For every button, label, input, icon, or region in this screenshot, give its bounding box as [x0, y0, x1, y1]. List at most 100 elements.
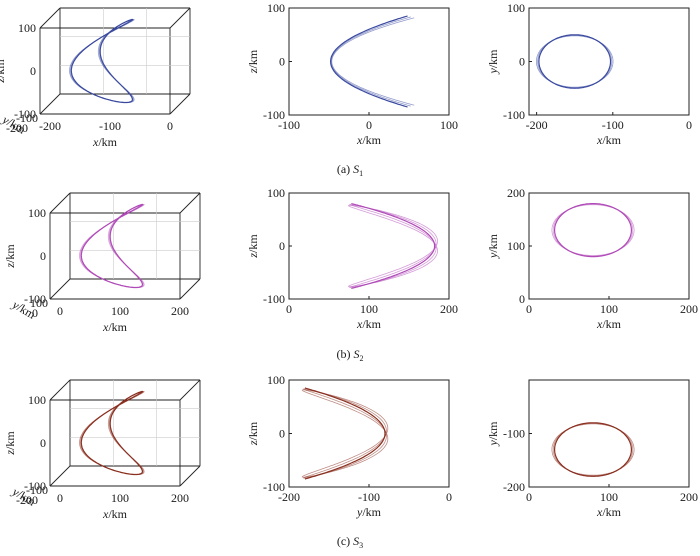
series-line-b-xz-2: [348, 204, 438, 288]
y-tick-label-c-yz-2: -100: [263, 480, 285, 494]
y-axis-label-c-xy: y/km: [486, 421, 500, 447]
y-axis-label-b-xy: y/km: [486, 233, 500, 259]
y-tick-label-b-xz-2: -100: [263, 292, 285, 306]
z-tick-label-c-3d-0: 100: [28, 393, 46, 407]
y-tick-label-b-3d-1: 0: [32, 306, 38, 320]
y-tick-label-c-yz-0: 100: [267, 373, 285, 387]
y-axis-label-c-yz: z/km: [246, 421, 260, 446]
axes-frame-a-xz: [288, 7, 450, 116]
series-line-b-3d-2: [79, 204, 145, 288]
y-tick-label-c-3d-0: -100: [26, 483, 48, 497]
axes-frame-c-yz: [288, 379, 450, 488]
y-tick-label-b-xz-1: 0: [279, 239, 285, 253]
series-line-c-3d-2: [79, 391, 145, 475]
box-edge-b-3d-4: [49, 192, 71, 214]
series-line-a-3d-2: [69, 19, 135, 103]
box-edge-a-3d-5: [169, 7, 191, 29]
x-tick-label-c-xy-2: 200: [680, 490, 698, 504]
x-axis-label-b-xz: x/km: [356, 317, 382, 331]
z-tick-label-c-3d-2: -100: [24, 479, 46, 493]
x-axis-label-a-xz: x/km: [356, 133, 382, 147]
x-axis-label-a-xy: x/km: [596, 133, 622, 147]
y-tick-label-c-3d-1: -200: [16, 493, 38, 507]
series-line-b-xy-0: [554, 203, 632, 258]
series-line-c-xy-0: [554, 422, 632, 477]
y-tick-label-b-xy-2: 0: [519, 292, 525, 306]
x-tick-label-a-xz-0: -100: [278, 118, 300, 132]
series-line-a-3d-0: [70, 18, 133, 104]
z-axis-label-c-3d: z/km: [3, 431, 17, 456]
y-tick-label-b-xz-0: 100: [267, 186, 285, 200]
x-tick-label-c-3d-0: 0: [57, 491, 63, 505]
x-tick-label-c-yz-0: -200: [278, 490, 300, 504]
x-tick-label-b-3d-1: 100: [111, 304, 129, 318]
y-axis-label-a-xz: z/km: [246, 49, 260, 74]
x-tick-label-c-3d-1: 100: [111, 491, 129, 505]
x-tick-label-b-xy-0: 0: [526, 302, 532, 316]
box-edge-a-3d-4: [39, 7, 61, 29]
x-tick-label-b-xy-1: 100: [600, 302, 618, 316]
x-tick-label-b-3d-2: 200: [171, 304, 189, 318]
y-tick-label-a-3d-1: -200: [6, 121, 28, 135]
x-tick-label-b-xz-1: 100: [360, 302, 378, 316]
series-line-b-xz-1: [348, 203, 437, 289]
x-tick-label-c-yz-1: -100: [358, 490, 380, 504]
z-tick-label-b-3d-0: 100: [28, 206, 46, 220]
z-tick-label-b-3d-1: 0: [40, 249, 46, 263]
x-tick-label-c-yz-2: 0: [446, 490, 452, 504]
x-axis-label-c-xy: x/km: [596, 505, 622, 519]
axes-frame-b-xy: [528, 192, 690, 300]
box-edge-b-3d-7: [179, 278, 201, 300]
axes-frame-a-xy: [528, 7, 690, 116]
z-tick-label-c-3d-1: 0: [40, 436, 46, 450]
x-tick-label-b-xz-2: 200: [440, 302, 458, 316]
y-tick-label-b-xy-1: 100: [507, 239, 525, 253]
x-axis-label-b-xy: x/km: [596, 317, 622, 331]
axes-frame-c-xy: [528, 379, 690, 488]
z-tick-label-b-3d-2: -100: [24, 292, 46, 306]
y-tick-label-c-xy-1: -200: [503, 480, 525, 494]
y-tick-label-a-xz-1: 0: [279, 55, 285, 69]
box-edge-b-3d-5: [179, 192, 201, 214]
x-tick-label-c-xy-0: 0: [526, 490, 532, 504]
box-edge-a-3d-7: [169, 93, 191, 115]
x-tick-label-c-3d-2: 200: [171, 491, 189, 505]
x-tick-label-c-xy-1: 100: [600, 490, 618, 504]
box-edge-c-3d-5: [179, 379, 201, 401]
series-line-c-yz-1: [303, 388, 387, 479]
box-edge-a-3d-6: [39, 93, 61, 115]
y-tick-label-a-xz-0: 100: [267, 1, 285, 15]
z-axis-label-b-3d: z/km: [3, 244, 17, 269]
box-edge-c-3d-6: [49, 465, 71, 487]
series-line-a-xz-1: [330, 16, 411, 107]
y-axis-label-b-xz: z/km: [246, 234, 260, 259]
series-line-a-xy-0: [538, 34, 612, 89]
x-tick-label-b-3d-0: 0: [57, 304, 63, 318]
y-tick-label-c-yz-1: 0: [279, 427, 285, 441]
x-tick-label-a-xy-2: 0: [686, 118, 692, 132]
series-line-a-xz-2: [331, 17, 415, 106]
z-axis-label-a-3d: z/km: [0, 59, 7, 84]
x-tick-label-a-xy-0: -200: [526, 118, 548, 132]
series-line-a-xy-1: [537, 34, 613, 89]
box-edge-c-3d-4: [49, 379, 71, 401]
x-tick-label-a-3d-2: 0: [167, 119, 173, 133]
x-tick-label-b-xy-2: 200: [680, 302, 698, 316]
series-line-b-xz-0: [351, 203, 436, 289]
caption-c: (c) S3: [337, 534, 363, 550]
series-line-c-yz-2: [301, 389, 389, 478]
y-tick-label-a-xz-2: -100: [263, 108, 285, 122]
series-line-a-xz-0: [329, 15, 408, 108]
y-axis-label-a-xy: y/km: [486, 49, 500, 75]
z-tick-label-a-3d-0: 100: [18, 21, 36, 35]
series-line-b-xy-1: [552, 203, 634, 257]
x-tick-label-a-3d-0: -200: [39, 119, 61, 133]
x-tick-label-a-xz-1: 0: [366, 118, 372, 132]
z-tick-label-a-3d-2: -100: [14, 107, 36, 121]
box-edge-b-3d-6: [49, 278, 71, 300]
caption-b: (b) S2: [337, 347, 364, 363]
box-edge-c-3d-7: [179, 465, 201, 487]
series-line-b-3d-0: [80, 203, 143, 289]
y-tick-label-a-xy-0: 100: [507, 1, 525, 15]
